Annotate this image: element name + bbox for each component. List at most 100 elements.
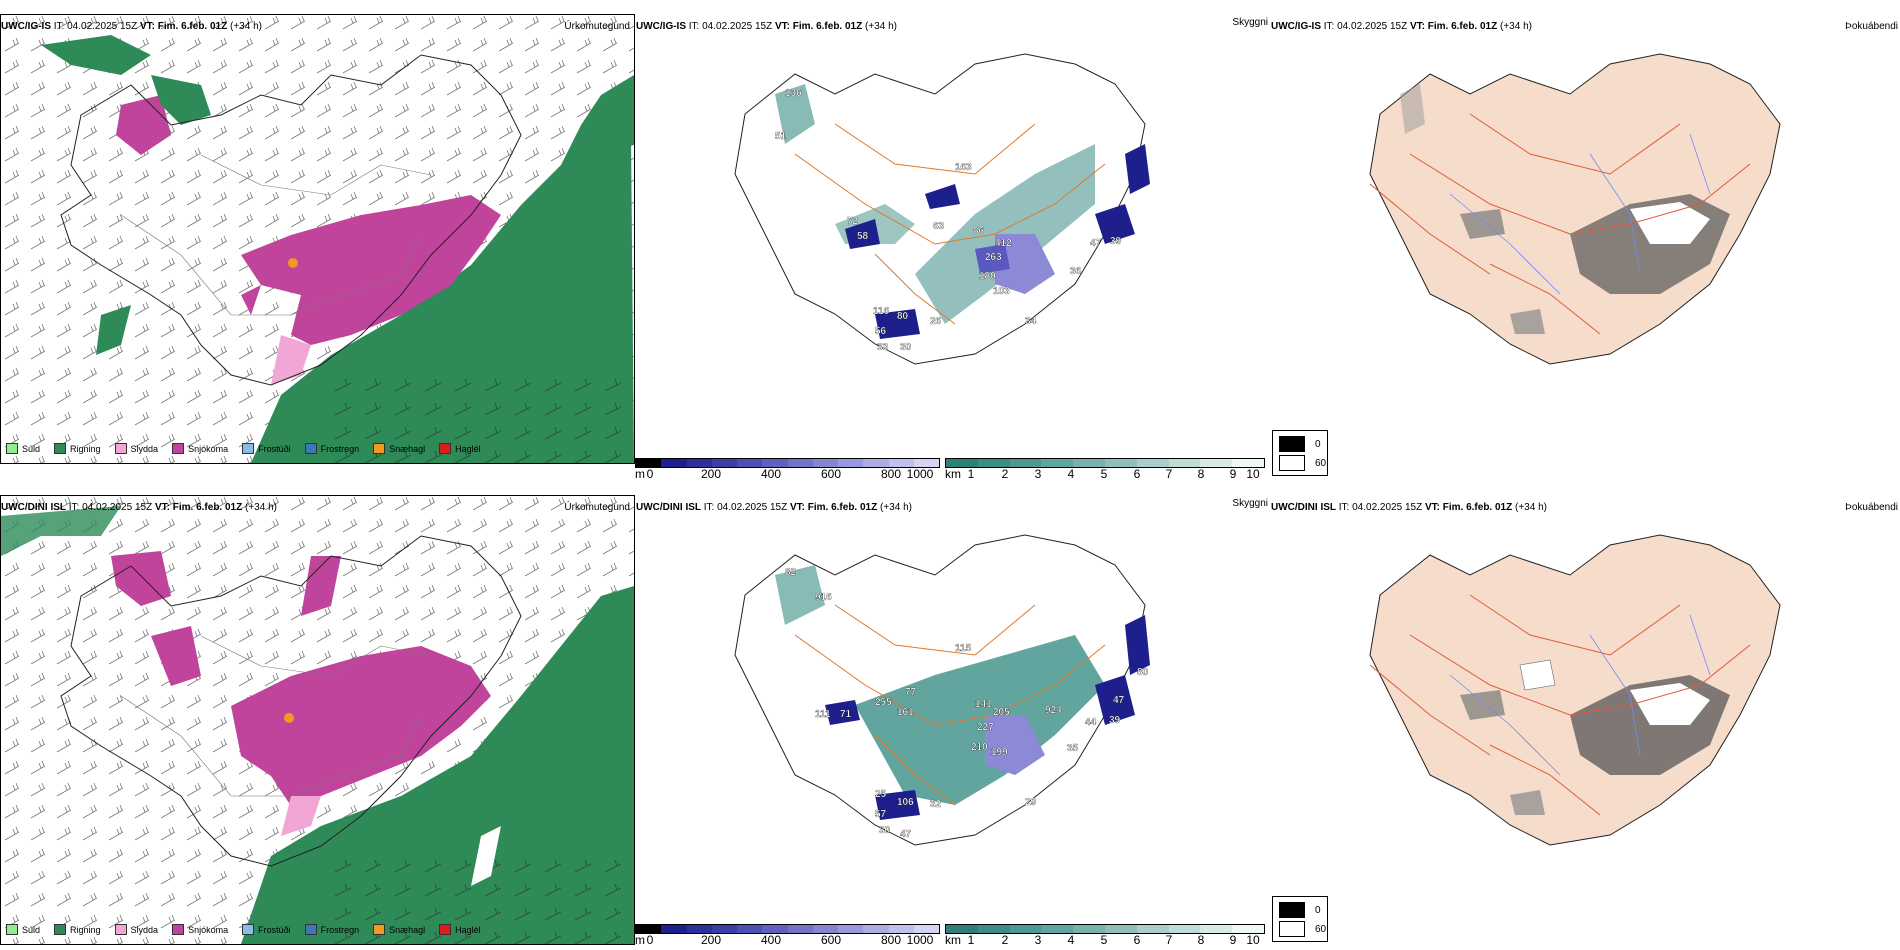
vis-label: 39 [1110,236,1122,247]
visibility-tick: 6 [1133,467,1141,481]
legend-item: Slydda [114,443,158,454]
ceiling-tick: 1000 [906,933,934,947]
visibility-tick: 9 [1229,467,1237,481]
fog-map [1369,53,1781,365]
visibility-map: 82 916 115 77 255 161 71 111 141 205 924… [734,534,1150,846]
legend-item: Rigning [54,924,101,935]
visibility-tick: 10 [1246,933,1260,947]
visibility-tick: 9 [1229,933,1237,947]
vis-label: 47 [1113,695,1125,706]
fog-legend: 0 60 [1272,896,1328,942]
precip-type-panel-top: UWC/IG-IS IT: 04.02.2025 15Z VT: Fim. 6.… [0,14,635,464]
vis-label: 80 [897,311,909,322]
vis-label: 30 [900,342,912,353]
fog-legend: 0 60 [1272,430,1328,476]
legend-item: Snæhagl [373,924,425,935]
precip-type-map [0,14,635,464]
vis-label: 29 [1025,797,1037,808]
vis-label: 115 [955,643,972,654]
legend-item: Haglél [439,443,481,454]
visibility-unit: km [945,933,961,947]
ceiling-tick: 800 [880,933,902,947]
vis-label: 33 [877,342,889,353]
visibility-tick: 8 [1197,933,1205,947]
vis-label: 47 [1090,238,1102,249]
vis-label: 39 [1109,715,1121,726]
ceiling-tick: 200 [700,467,722,481]
visibility-tick: 1 [967,933,975,947]
precip-type-panel-bottom: UWC/DINI ISL IT: 04.02.2025 15Z VT: Fim.… [0,495,635,945]
visibility-tick: 7 [1165,933,1173,947]
vis-label: 136 [785,88,802,99]
visibility-tick: 8 [1197,467,1205,481]
vis-label: 210 [971,742,988,753]
visibility-tick: 6 [1133,933,1141,947]
vis-label: 25 [875,789,887,800]
legend-item: Snjókoma [172,443,228,454]
vis-label: 141 [975,699,992,710]
precip-type-legend: Súld Rigning Slydda Snjókoma Frostúði Fr… [6,443,481,454]
ceiling-tick: 200 [700,933,722,947]
visibility-tick: 4 [1067,467,1075,481]
panel-header: UWC/DINI ISL IT: 04.02.2025 15Z VT: Fim.… [1,502,277,513]
vis-label: 56 [875,326,887,337]
precip-type-title: Úrkomutegund [564,502,630,513]
legend-item: Snjókoma [172,924,228,935]
visibility-panel-top: UWC/IG-IS IT: 04.02.2025 15Z VT: Fim. 6.… [635,14,1270,484]
visibility-tick: 2 [1001,933,1009,947]
legend-item: Frostúði [242,924,291,935]
legend-item: Slydda [114,924,158,935]
ceiling-tick: 800 [880,467,902,481]
vis-label: 57 [875,809,887,820]
vis-label: 227 [977,722,994,733]
ceiling-tick: 1000 [906,467,934,481]
visibility-tick: 5 [1100,933,1108,947]
ceiling-tick: 600 [820,933,842,947]
vis-label: 205 [993,707,1010,718]
vis-label: 34 [1025,316,1037,327]
panel-header: UWC/IG-IS IT: 04.02.2025 15Z VT: Fim. 6.… [1,21,262,32]
ceiling-tick: 400 [760,933,782,947]
ceiling-colorbar: m 0 200 400 600 800 1000 [635,924,940,950]
visibility-tick: 7 [1165,467,1173,481]
legend-item: Haglél [439,924,481,935]
visibility-unit: km [945,467,961,481]
vis-label: 71 [840,709,852,720]
visibility-tick: 1 [967,467,975,481]
legend-item: Frostúði [242,443,291,454]
precip-type-map-graphic [1,15,634,463]
legend-item: Rigning [54,443,101,454]
vis-label: 26 [930,316,942,327]
vis-label: 412 [995,238,1012,249]
vis-label: 116 [873,306,890,317]
visibility-tick: 4 [1067,933,1075,947]
vis-label: 80 [1137,667,1149,678]
vis-label: 51 [775,131,787,142]
ceiling-tick: 400 [760,467,782,481]
precip-type-map [0,495,635,945]
fog-legend-value: 0 [1315,438,1321,450]
vis-label: 82 [785,567,797,578]
vis-label: 58 [857,231,869,242]
ceiling-tick: 0 [646,467,654,481]
vis-label: 111 [815,709,831,720]
fog-title: Þokuábendi [1845,21,1898,32]
ceiling-tick: 600 [820,467,842,481]
precip-type-title: Úrkomutegund [564,21,630,32]
vis-label: 36 [1070,266,1082,277]
vis-label: 77 [905,687,917,698]
vis-label: 255 [875,697,892,708]
vis-label: 161 [897,707,914,718]
visibility-colorbar: km 1 2 3 4 5 6 7 8 9 10 [945,458,1265,484]
ceiling-colorbar: m 0 200 400 600 800 1000 [635,458,940,484]
fog-title: Þokuábendi [1845,502,1898,513]
visibility-tick: 3 [1034,933,1042,947]
visibility-map: 136 51 163 72 58 63 86 412 263 180 103 3… [734,53,1150,365]
ceiling-tick: 0 [646,933,654,947]
panel-header: UWC/IG-IS IT: 04.02.2025 15Z VT: Fim. 6.… [1271,21,1532,32]
vis-label: 263 [985,252,1002,263]
vis-label: 86 [973,226,985,237]
vis-label: 916 [815,592,832,603]
fog-legend-value: 0 [1315,904,1321,916]
panel-header: UWC/IG-IS IT: 04.02.2025 15Z VT: Fim. 6.… [636,21,897,32]
